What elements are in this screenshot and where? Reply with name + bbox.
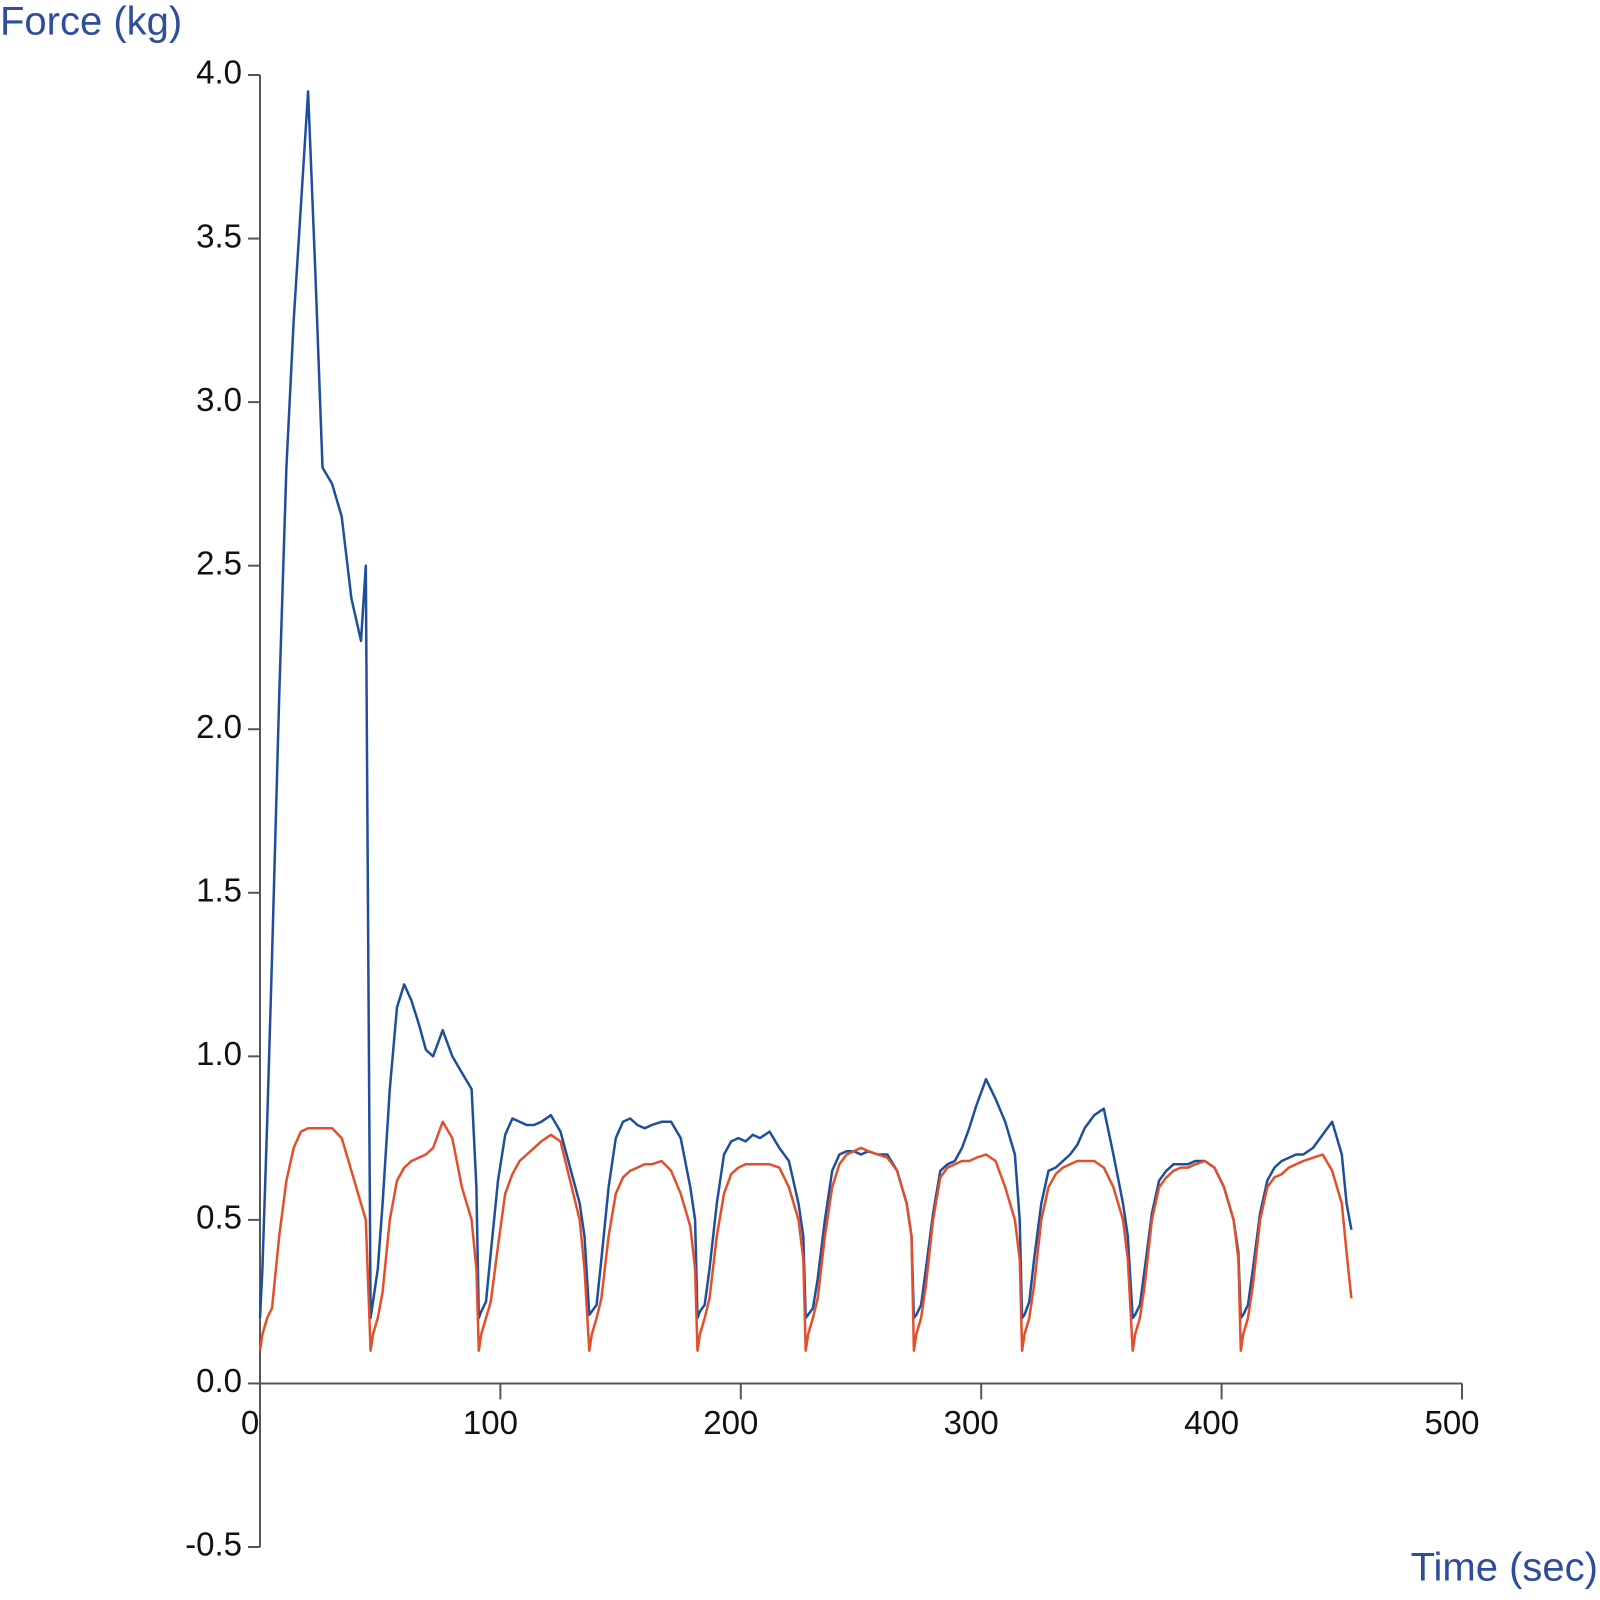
y-tick-label: 0.0 bbox=[196, 1362, 242, 1399]
x-tick-label: 300 bbox=[944, 1404, 999, 1441]
y-tick-label: 0.5 bbox=[196, 1199, 242, 1236]
series-line bbox=[258, 1120, 1353, 1352]
x-tick-label: 400 bbox=[1184, 1404, 1239, 1441]
y-tick-label: 3.0 bbox=[196, 381, 242, 418]
x-axis-title: Time (sec) bbox=[1411, 1546, 1598, 1590]
y-axis-title: Force (kg) bbox=[0, 0, 182, 44]
y-tick-label: -0.5 bbox=[185, 1526, 242, 1563]
y-tick-label: 1.0 bbox=[196, 1035, 242, 1072]
series-line bbox=[258, 90, 1353, 1320]
x-tick-label: 200 bbox=[703, 1404, 758, 1441]
y-tick-label: 2.0 bbox=[196, 708, 242, 745]
x-tick-label: 0 bbox=[241, 1404, 259, 1441]
y-tick-label: 1.5 bbox=[196, 871, 242, 908]
y-tick-label: 2.5 bbox=[196, 544, 242, 581]
y-tick-label: 4.0 bbox=[196, 54, 242, 91]
x-tick-label: 100 bbox=[463, 1404, 518, 1441]
x-tick-label: 500 bbox=[1424, 1404, 1479, 1441]
y-tick-label: 3.5 bbox=[196, 217, 242, 254]
